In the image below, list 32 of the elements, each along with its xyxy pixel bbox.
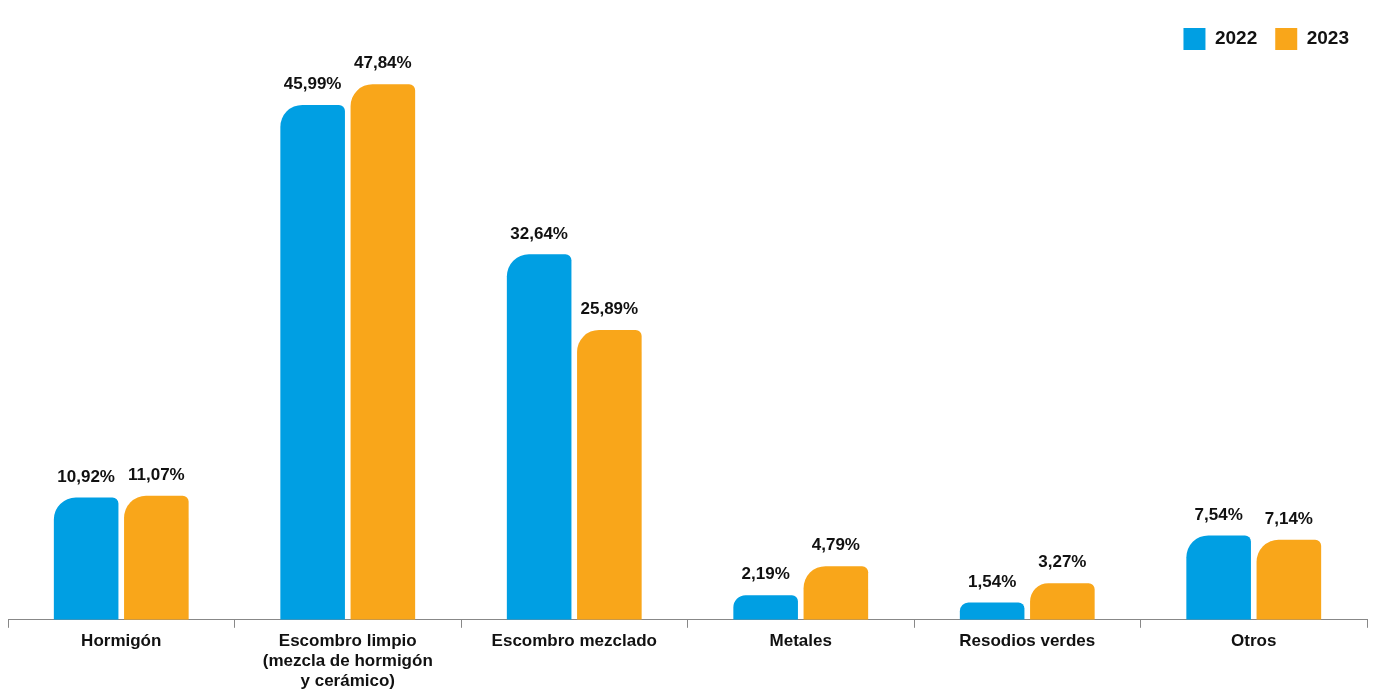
bar (350, 84, 416, 620)
data-label: 7,14% (1264, 509, 1313, 529)
data-label: 1,54% (968, 571, 1017, 591)
bar (124, 495, 189, 620)
bar (577, 329, 642, 620)
x-tick-label: Resodios verdes (959, 630, 1096, 650)
data-label: 47,84% (354, 53, 412, 73)
bar (959, 602, 1025, 620)
bar (1256, 539, 1322, 620)
x-tick-label: Metales (769, 630, 832, 650)
bar (1186, 535, 1251, 620)
data-label: 7,54% (1194, 504, 1243, 524)
bar (1030, 583, 1095, 620)
bar (506, 254, 572, 620)
bar (280, 104, 345, 620)
x-tick-label: Hormigón (81, 630, 162, 650)
x-tick-label: Escombro limpio (mezcla de hormigón y cerámico) (262, 630, 433, 691)
data-label: 2,19% (741, 564, 790, 584)
legend-label: 2022 (1214, 27, 1258, 49)
data-label: 3,27% (1038, 552, 1087, 572)
x-tick-label: Otros (1231, 630, 1277, 650)
data-label: 25,89% (580, 299, 639, 319)
legend-label: 2023 (1306, 27, 1350, 49)
data-label: 45,99% (283, 74, 342, 94)
data-label: 10,92% (57, 466, 115, 486)
data-label: 32,64% (510, 223, 568, 243)
data-label: 11,07% (127, 465, 185, 485)
bar (733, 595, 798, 620)
data-label: 4,79% (811, 535, 860, 555)
bar (803, 566, 869, 620)
x-tick-label: Escombro mezclado (491, 630, 657, 650)
bar (53, 497, 119, 620)
